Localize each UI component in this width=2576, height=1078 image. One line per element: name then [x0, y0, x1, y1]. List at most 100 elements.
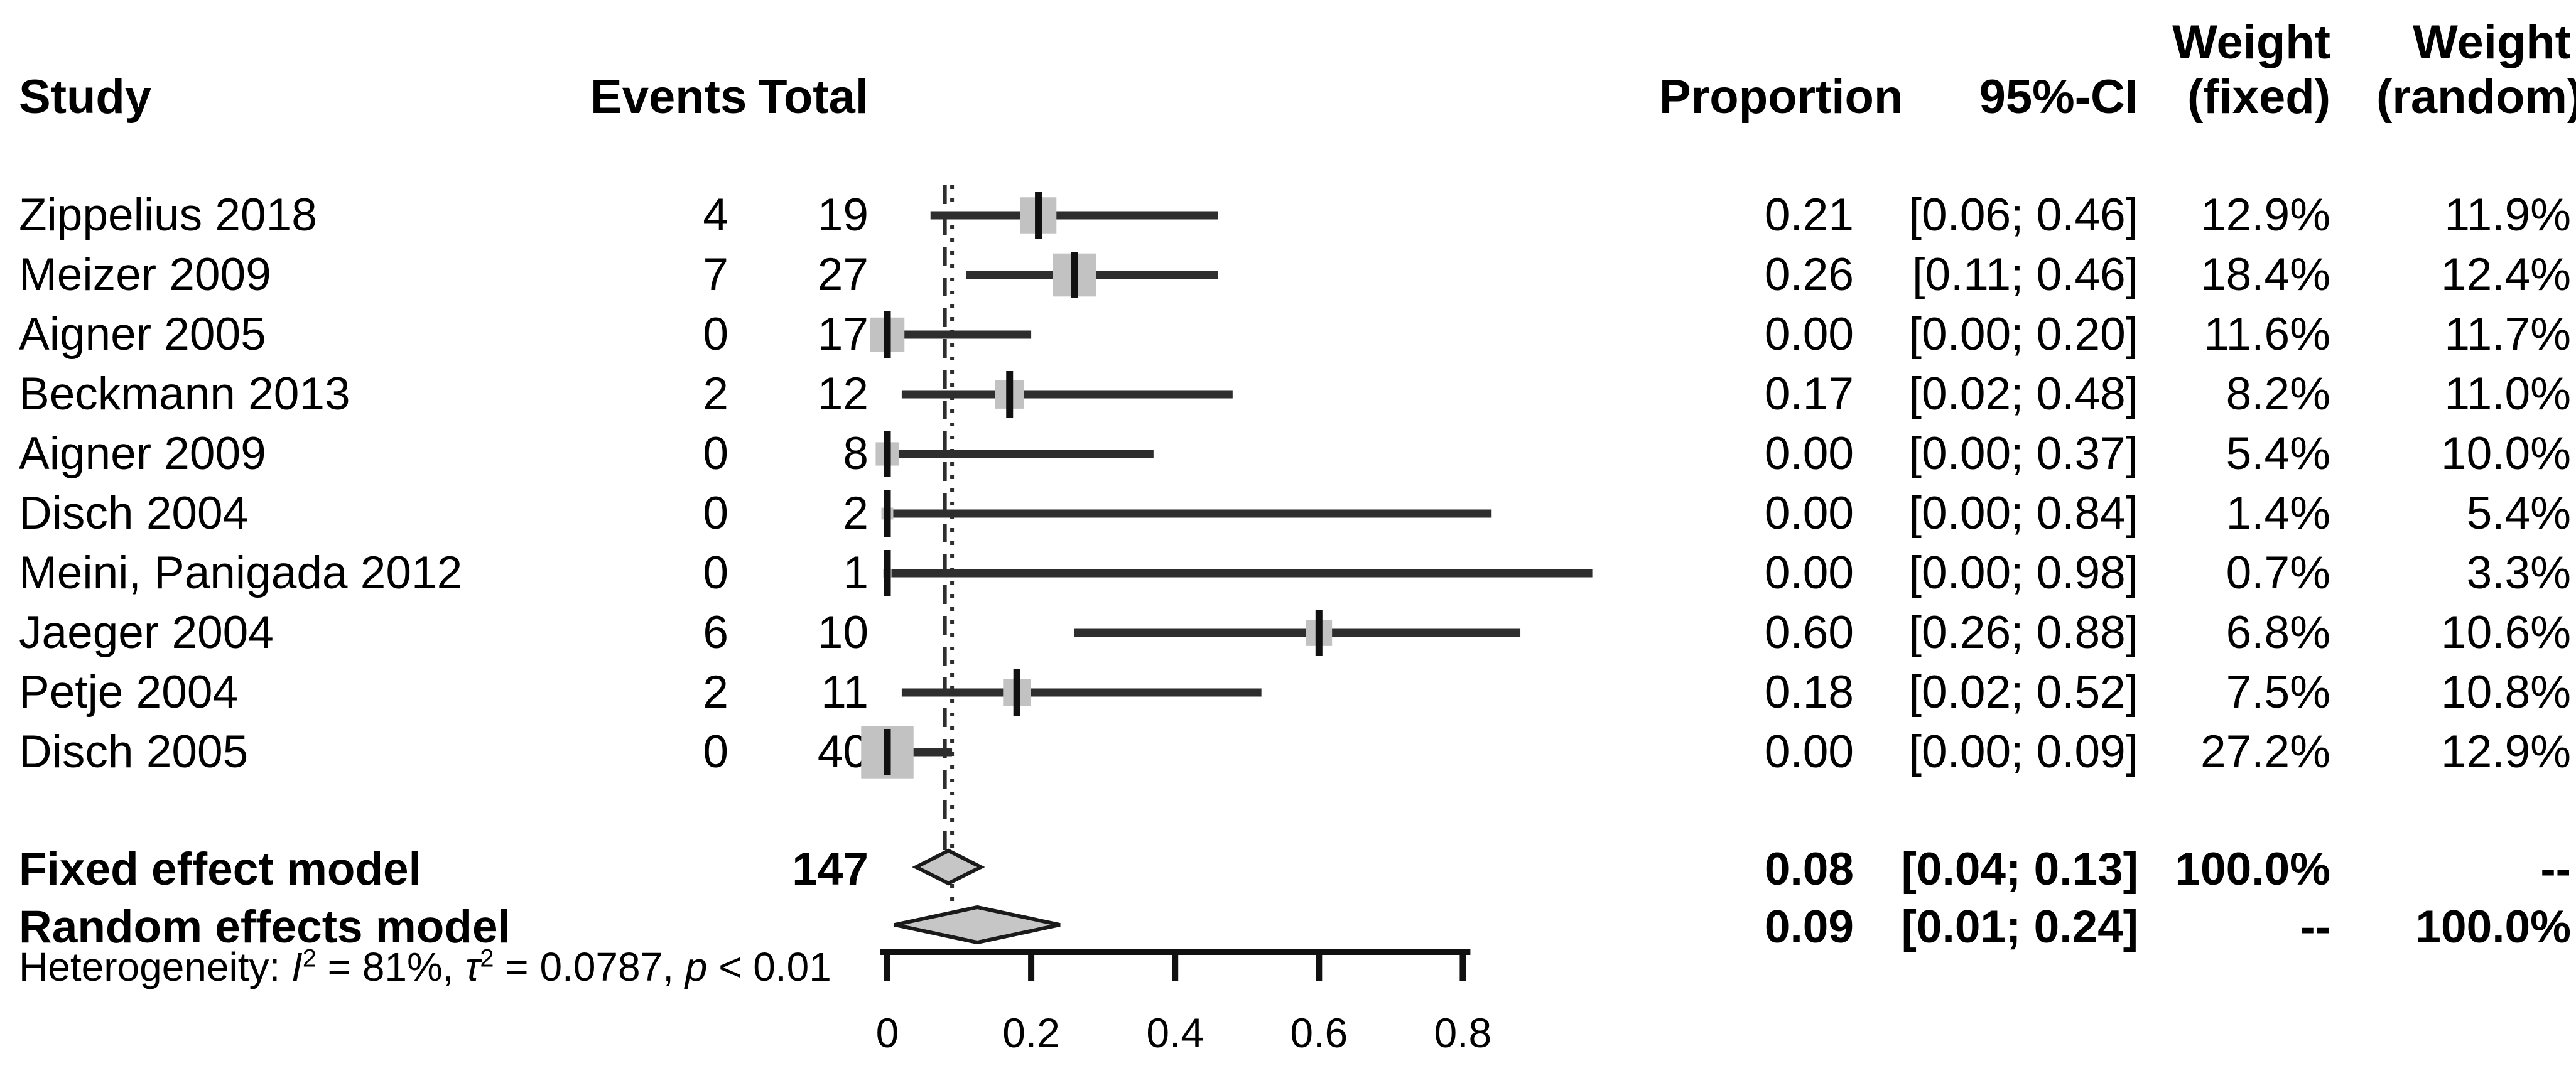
tau-squared-value: = 0.0787, [494, 944, 685, 989]
weight-fixed-cell: 7.5% [2226, 667, 2330, 718]
column-header-weight-word-random: Weight [2413, 16, 2571, 69]
events-cell: 2 [703, 369, 728, 419]
total-cell: 17 [817, 309, 869, 360]
proportion-cell: 0.18 [1764, 667, 1854, 718]
table-row: Jaeger 2004 6 10 0.60 [0.26; 0.88] 6.8% … [0, 603, 2576, 662]
weight-random-cell: 11.7% [2444, 309, 2571, 360]
weight-fixed-cell: 18.4% [2200, 249, 2330, 300]
heterogeneity-prefix: Heterogeneity: [19, 944, 292, 989]
study-name-cell: Disch 2005 [19, 726, 249, 777]
table-row: Aigner 2005 0 17 0.00 [0.00; 0.20] 11.6%… [0, 305, 2576, 364]
weight-random-cell: 10.0% [2441, 428, 2571, 479]
total-cell: 10 [817, 607, 869, 658]
table-row: Zippelius 2018 4 19 0.21 [0.06; 0.46] 12… [0, 186, 2576, 245]
table-row: Disch 2004 0 2 0.00 [0.00; 0.84] 1.4% 5.… [0, 484, 2576, 543]
study-name-cell: Meizer 2009 [19, 249, 271, 300]
column-header-ci: 95%-CI [1979, 70, 2138, 124]
weight-fixed-cell: 0.7% [2226, 547, 2330, 598]
weight-random-cell: 12.9% [2441, 726, 2571, 777]
random-effects-ci: [0.01; 0.24] [1901, 902, 2138, 952]
ci-cell: [0.26; 0.88] [1908, 607, 2138, 658]
table-row: Beckmann 2013 2 12 0.17 [0.02; 0.48] 8.2… [0, 365, 2576, 424]
weight-random-cell: 5.4% [2466, 488, 2571, 539]
study-name-cell: Aigner 2005 [19, 309, 266, 360]
fixed-effect-total: 147 [792, 844, 869, 895]
events-cell: 7 [703, 249, 728, 300]
column-header-weight-word-fixed: Weight [2172, 16, 2330, 69]
random-effects-label: Random effects model [19, 902, 511, 952]
events-cell: 2 [703, 667, 728, 718]
tau-squared-symbol: τ [465, 944, 480, 989]
ci-cell: [0.02; 0.52] [1908, 667, 2138, 718]
study-name-cell: Disch 2004 [19, 488, 249, 539]
ci-cell: [0.00; 0.84] [1908, 488, 2138, 539]
ci-cell: [0.11; 0.46] [1912, 249, 2138, 300]
random-effects-weight-fixed: -- [2300, 902, 2330, 952]
total-cell: 19 [817, 190, 869, 240]
proportion-cell: 0.17 [1764, 369, 1854, 419]
events-cell: 0 [703, 309, 728, 360]
table-row: Aigner 2009 0 8 0.00 [0.00; 0.37] 5.4% 1… [0, 424, 2576, 483]
ci-cell: [0.00; 0.20] [1908, 309, 2138, 360]
ci-cell: [0.00; 0.37] [1908, 428, 2138, 479]
weight-random-cell: 3.3% [2466, 547, 2571, 598]
fixed-effect-proportion: 0.08 [1764, 844, 1854, 895]
events-cell: 0 [703, 488, 728, 539]
total-cell: 40 [817, 726, 869, 777]
events-cell: 6 [703, 607, 728, 658]
study-name-cell: Meini, Panigada 2012 [19, 547, 463, 598]
study-name-cell: Petje 2004 [19, 667, 239, 718]
weight-fixed-cell: 11.6% [2204, 309, 2330, 360]
x-axis-tick-label: 0.2 [1002, 1010, 1060, 1056]
total-cell: 8 [843, 428, 869, 479]
i-squared-sup: 2 [302, 944, 317, 973]
proportion-cell: 0.00 [1764, 488, 1854, 539]
random-effects-diamond [894, 905, 1061, 945]
x-axis-tick-label: 0.6 [1290, 1010, 1348, 1056]
fixed-effect-weight-fixed: 100.0% [2175, 844, 2330, 895]
column-header-events: Events [590, 70, 747, 124]
table-row: Petje 2004 2 11 0.18 [0.02; 0.52] 7.5% 1… [0, 663, 2576, 722]
x-axis-tick-label: 0 [876, 1010, 899, 1056]
column-header-weight-random: (random) [2376, 70, 2576, 124]
x-axis-tick-label: 0.4 [1146, 1010, 1204, 1056]
column-header-weight-fixed: (fixed) [2187, 70, 2330, 124]
fixed-effect-weight-random: -- [2540, 844, 2571, 895]
events-cell: 4 [703, 190, 728, 240]
table-row: Meizer 2009 7 27 0.26 [0.11; 0.46] 18.4%… [0, 245, 2576, 305]
random-effects-row: Random effects model 0.09 [0.01; 0.24] -… [0, 898, 2576, 957]
weight-random-cell: 12.4% [2441, 249, 2571, 300]
total-cell: 27 [817, 249, 869, 300]
events-cell: 0 [703, 547, 728, 598]
ci-cell: [0.00; 0.09] [1908, 726, 2138, 777]
column-header-total: Total [758, 70, 869, 124]
study-name-cell: Jaeger 2004 [19, 607, 274, 658]
tau-squared-sup: 2 [480, 944, 494, 973]
proportion-cell: 0.00 [1764, 309, 1854, 360]
ci-cell: [0.06; 0.46] [1908, 190, 2138, 240]
p-symbol: p [685, 944, 708, 989]
proportion-cell: 0.26 [1764, 249, 1854, 300]
weight-fixed-cell: 6.8% [2226, 607, 2330, 658]
total-cell: 2 [843, 488, 869, 539]
fixed-effect-row: Fixed effect model 147 0.08 [0.04; 0.13]… [0, 840, 2576, 899]
total-cell: 1 [843, 547, 869, 598]
weight-fixed-cell: 1.4% [2226, 488, 2330, 539]
events-cell: 0 [703, 726, 728, 777]
events-cell: 0 [703, 428, 728, 479]
proportion-cell: 0.00 [1764, 547, 1854, 598]
ci-cell: [0.00; 0.98] [1908, 547, 2138, 598]
study-name-cell: Aigner 2009 [19, 428, 266, 479]
x-axis-tick-label: 0.8 [1434, 1010, 1492, 1056]
fixed-effect-ci: [0.04; 0.13] [1901, 844, 2138, 895]
proportion-cell: 0.60 [1764, 607, 1854, 658]
weight-fixed-cell: 12.9% [2200, 190, 2330, 240]
weight-random-cell: 11.9% [2444, 190, 2571, 240]
weight-random-cell: 11.0% [2444, 369, 2571, 419]
ci-cell: [0.02; 0.48] [1908, 369, 2138, 419]
random-effects-weight-random: 100.0% [2415, 902, 2571, 952]
total-cell: 12 [817, 369, 869, 419]
weight-fixed-cell: 5.4% [2226, 428, 2330, 479]
